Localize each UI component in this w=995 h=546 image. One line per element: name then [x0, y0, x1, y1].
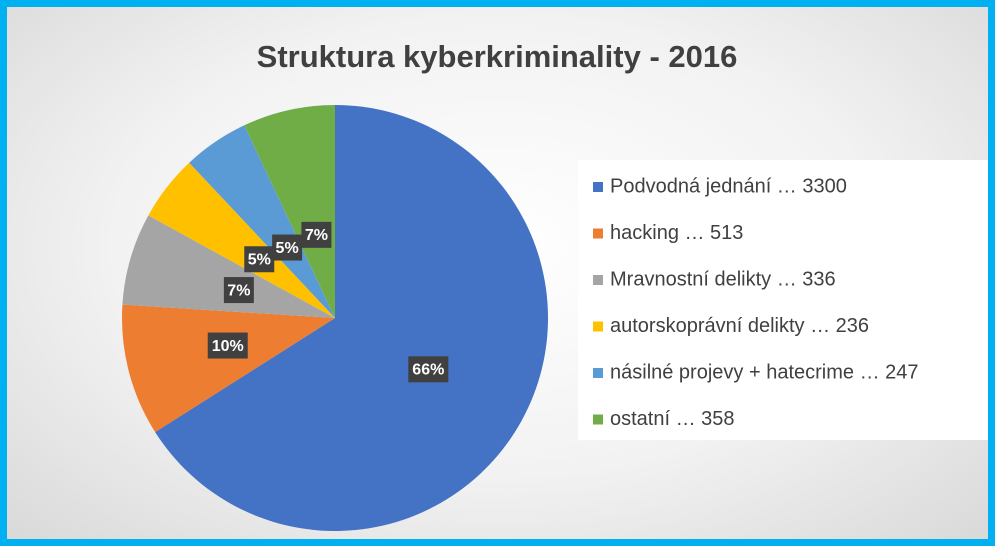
data-label: 10% [212, 338, 244, 355]
pie-slice [121, 304, 335, 433]
legend-swatch [593, 275, 603, 285]
legend-label: ostatní … 358 [610, 408, 735, 430]
data-label-box [408, 356, 449, 383]
legend-label: násilné projevy + hatecrime … 247 [610, 361, 919, 383]
legend-box [578, 160, 988, 440]
legend-label: Podvodná jednání … 3300 [610, 175, 847, 197]
chart: Struktura kyberkriminality - 2016 66% 10%… [121, 39, 988, 532]
legend-label: hacking … 513 [610, 222, 743, 244]
data-label: 5% [248, 251, 271, 268]
pie-slice [148, 162, 335, 318]
pie-slice [122, 215, 335, 318]
data-label-box [207, 332, 248, 359]
legend-swatch [593, 228, 603, 239]
legend-swatch [593, 414, 603, 425]
legend-swatch [593, 321, 603, 332]
legend-label: Mravnostní delikty … 336 [610, 268, 836, 290]
legend-swatch [593, 182, 603, 192]
data-label: 5% [276, 240, 299, 257]
data-label-box [244, 246, 275, 273]
data-label-box [301, 221, 332, 248]
pie-slice [244, 105, 335, 318]
data-label-box [272, 234, 303, 261]
data-label-box [223, 277, 254, 304]
data-label: 7% [227, 282, 250, 299]
data-label: 7% [305, 227, 328, 244]
pie-slice [189, 125, 335, 318]
chart-title: Struktura kyberkriminality - 2016 [257, 39, 738, 74]
legend-swatch [593, 368, 603, 378]
legend-label: autorskoprávní delikty … 236 [610, 315, 869, 337]
pie-slice [155, 105, 549, 532]
data-label: 66% [412, 362, 444, 379]
